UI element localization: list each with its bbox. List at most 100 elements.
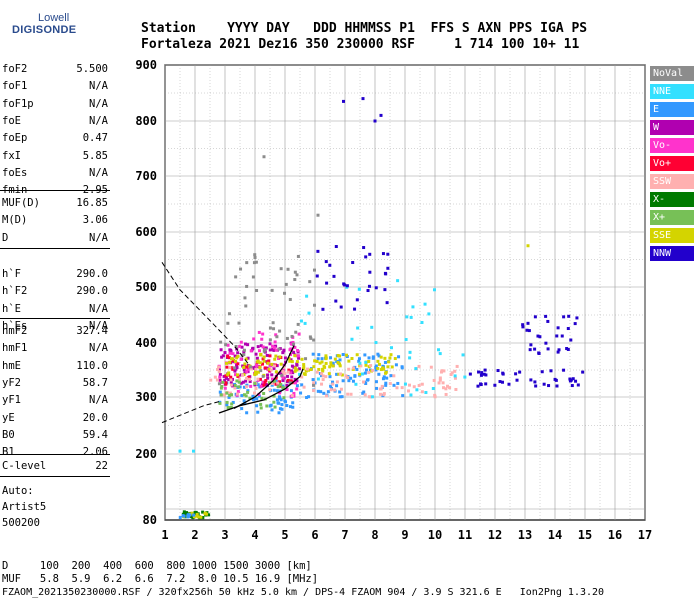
data-point [230, 393, 234, 397]
param-value: 290.0 [76, 285, 108, 298]
data-point [315, 359, 319, 363]
data-point [224, 376, 228, 380]
param-row: foF1p N/A [2, 97, 108, 111]
data-point [383, 271, 387, 275]
data-point [371, 355, 375, 359]
data-point [235, 363, 239, 367]
data-point [542, 382, 546, 386]
data-point [263, 380, 267, 384]
data-point [216, 368, 220, 372]
param-row: MUF(D) 16.85 [2, 196, 108, 210]
data-point [324, 375, 328, 379]
data-point [245, 261, 249, 265]
data-point [255, 289, 259, 293]
data-point [275, 335, 279, 339]
data-point [334, 299, 338, 303]
data-point [237, 377, 241, 381]
data-point [339, 305, 343, 309]
data-point [199, 515, 203, 519]
data-point [240, 394, 244, 398]
data-point [249, 349, 253, 353]
param-name: h`F2 [2, 285, 28, 298]
data-point [289, 358, 293, 362]
data-point [300, 383, 304, 387]
data-point [384, 381, 388, 385]
ionogram-chart: 1 2 3 4 5 6 7 8 9 10 11 12 13 14 15 16 17802003004005006… [135, 58, 652, 542]
param-value: 5.85 [82, 149, 108, 162]
data-point [342, 282, 346, 286]
y-tick-label: 700 [135, 169, 157, 183]
data-point [295, 384, 299, 388]
data-point [302, 372, 306, 376]
data-point [251, 394, 255, 398]
data-point [274, 370, 278, 374]
data-point [274, 382, 278, 386]
data-point [252, 337, 256, 341]
param-row: B0 59.4 [2, 428, 108, 442]
data-point [371, 368, 375, 372]
data-point [277, 411, 281, 415]
data-point [385, 376, 389, 380]
data-point [235, 356, 239, 360]
param-value: N/A [89, 319, 108, 332]
data-point [230, 377, 234, 381]
data-point [547, 384, 551, 388]
data-point [389, 353, 393, 357]
data-point [533, 380, 537, 384]
data-point [544, 314, 548, 318]
param-row: foF1 N/A [2, 79, 108, 93]
data-point [293, 270, 297, 274]
data-point [453, 376, 457, 380]
data-point [192, 515, 196, 519]
data-point [381, 366, 385, 370]
data-point [283, 399, 287, 403]
data-point [449, 372, 453, 376]
data-point [320, 360, 324, 364]
param-name: hmF1 [2, 342, 28, 355]
data-point [313, 303, 317, 307]
data-point [241, 373, 245, 377]
data-point [446, 384, 450, 388]
data-point [298, 372, 302, 376]
y-tick-label: 400 [135, 336, 157, 350]
data-point [386, 266, 390, 270]
data-point [316, 377, 320, 381]
data-point [514, 372, 518, 376]
data-point [288, 405, 292, 409]
data-point [420, 382, 424, 386]
data-point [339, 387, 343, 391]
data-point [374, 368, 378, 372]
data-point [346, 376, 350, 380]
data-point [305, 294, 309, 298]
data-point [201, 510, 205, 514]
data-point [272, 394, 276, 398]
data-point [468, 372, 472, 376]
data-point [313, 359, 317, 363]
data-point [257, 349, 261, 353]
data-point [278, 329, 282, 333]
data-point [438, 352, 442, 356]
data-point [259, 402, 263, 406]
data-point [404, 338, 408, 342]
data-point [562, 368, 566, 372]
data-point [295, 273, 299, 277]
data-point [364, 255, 368, 259]
data-point [272, 400, 276, 404]
data-point [453, 369, 457, 373]
data-point [286, 378, 290, 382]
data-point [229, 405, 233, 409]
data-point [317, 367, 321, 371]
data-point [242, 368, 246, 372]
data-point [279, 362, 283, 366]
param-row: foEp 0.47 [2, 131, 108, 145]
data-point [245, 370, 249, 374]
data-point [227, 371, 231, 375]
data-point [417, 364, 421, 368]
data-point [367, 359, 371, 363]
data-point [501, 380, 505, 384]
data-point [230, 402, 234, 406]
data-point [444, 392, 448, 396]
param-value: 22 [95, 460, 108, 472]
data-point [389, 374, 393, 378]
panel-divider [0, 190, 110, 191]
